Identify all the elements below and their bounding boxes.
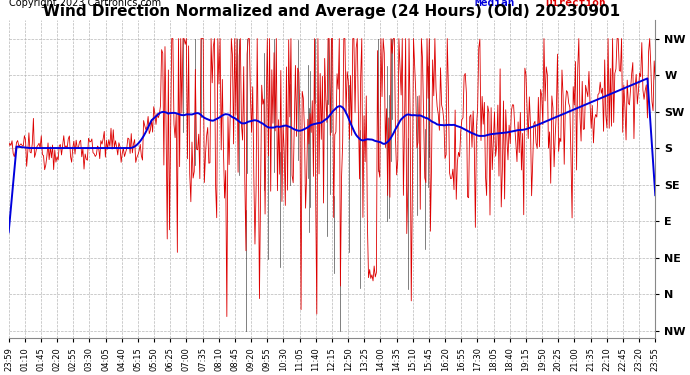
Text: Direction: Direction (545, 0, 606, 8)
Text: Copyright 2023 Cartronics.com: Copyright 2023 Cartronics.com (9, 0, 161, 8)
Text: Median: Median (474, 0, 515, 8)
Title: Wind Direction Normalized and Average (24 Hours) (Old) 20230901: Wind Direction Normalized and Average (2… (43, 4, 620, 19)
